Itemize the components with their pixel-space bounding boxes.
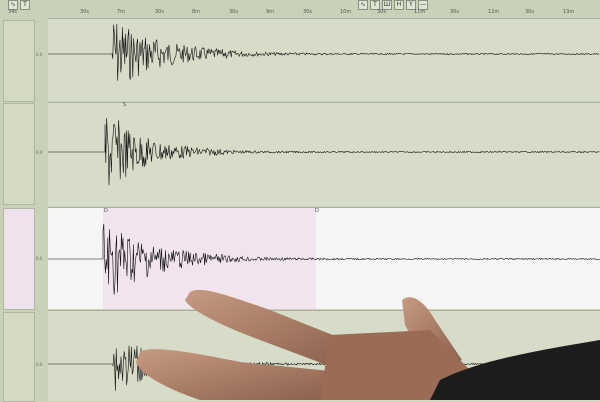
channel-label: 0.0 xyxy=(36,256,43,261)
seismic-trace xyxy=(48,23,600,81)
finger-middle xyxy=(136,349,345,400)
axis-tick-label: 30s xyxy=(377,9,386,15)
tool-button[interactable]: T xyxy=(20,0,30,10)
tool-button[interactable]: H xyxy=(394,0,404,10)
channel-panel-2 xyxy=(3,103,35,205)
channel-label: 0.0 xyxy=(36,150,43,155)
sleeve xyxy=(430,340,600,400)
channel-label: 0.0 xyxy=(36,52,43,57)
toolbar-right: ∿ T Ш H Y — xyxy=(358,0,428,10)
trace-row-1 xyxy=(48,18,600,101)
axis-tick-label: 30s xyxy=(229,9,238,15)
tool-button[interactable]: — xyxy=(418,0,428,10)
tool-button[interactable]: Y xyxy=(406,0,416,10)
channel-panel-1 xyxy=(3,20,35,102)
channel-label: 0.0 xyxy=(36,362,43,367)
axis-tick-label: 30s xyxy=(525,9,534,15)
tool-button[interactable]: ∿ xyxy=(8,0,18,10)
axis-tick-label: 8m xyxy=(192,9,201,15)
axis-tick-label: 30s xyxy=(80,9,89,15)
axis-tick-label: 30s xyxy=(450,9,459,15)
marker: D xyxy=(104,208,108,214)
trace-row-2 xyxy=(48,102,600,206)
channel-panel-3 xyxy=(3,208,35,310)
axis-tick-label: 9m xyxy=(266,9,275,15)
axis-tick-label: 7m xyxy=(117,9,126,15)
marker: D xyxy=(315,208,319,214)
axis-tick-label: 10m xyxy=(340,9,352,15)
tool-button[interactable]: T xyxy=(370,0,380,10)
axis-tick-label: 30s xyxy=(155,9,164,15)
finger-index xyxy=(185,289,350,370)
axis-tick-label: 34s xyxy=(8,9,17,15)
seismic-trace xyxy=(48,118,600,186)
axis-tick-label: 11m xyxy=(414,9,426,15)
seismic-trace xyxy=(48,223,600,295)
tool-button[interactable]: ∿ xyxy=(358,0,368,10)
axis-tick-label: 13m xyxy=(563,9,575,15)
tool-button[interactable]: Ш xyxy=(382,0,392,10)
axis-tick-label: 30s xyxy=(303,9,312,15)
palm xyxy=(320,330,470,400)
axis-tick-label: 12m xyxy=(488,9,500,15)
marker: S xyxy=(123,102,127,108)
toolbar-left: ∿ T xyxy=(8,0,30,10)
